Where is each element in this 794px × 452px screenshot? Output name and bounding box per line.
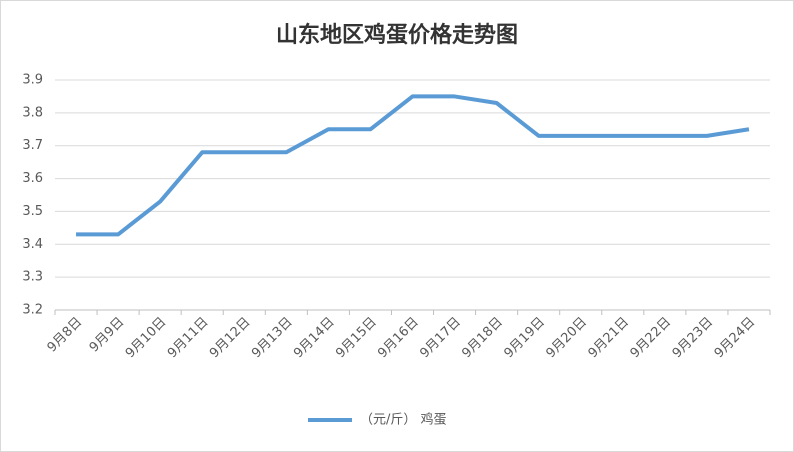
y-tick-label: 3.9: [22, 73, 43, 88]
legend-label: （元/斤） 鸡蛋: [360, 412, 447, 428]
y-tick-label: 3.2: [22, 303, 43, 318]
chart-title: 山东地区鸡蛋价格走势图: [276, 22, 518, 48]
y-tick-label: 3.8: [22, 105, 43, 120]
y-tick-label: 3.7: [22, 138, 43, 153]
y-tick-label: 3.6: [22, 171, 43, 186]
y-tick-label: 3.3: [22, 270, 43, 285]
y-tick-label: 3.4: [22, 237, 43, 252]
y-tick-label: 3.5: [22, 204, 43, 219]
data-line: [76, 94, 750, 237]
